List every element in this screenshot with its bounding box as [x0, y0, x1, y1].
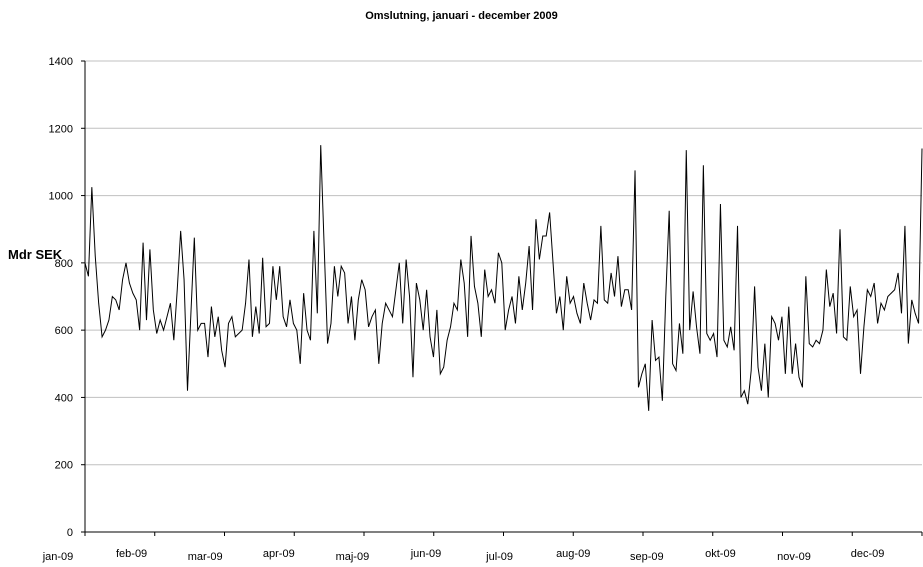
x-tick-label: dec-09 — [851, 548, 885, 560]
x-tick-label: mar-09 — [188, 551, 223, 563]
x-tick-label: sep-09 — [630, 551, 664, 563]
x-tick-label: nov-09 — [777, 551, 811, 563]
x-ticks: jan-09 feb-09 mar-09 apr-09 maj-09 jun-09 jul-… — [42, 532, 923, 563]
x-tick-label: okt-09 — [705, 548, 736, 560]
y-tick-label: 1000 — [49, 191, 73, 203]
x-tick-label: jul-09 — [485, 551, 513, 563]
x-tick-label: jan-09 — [42, 551, 74, 563]
chart-title: Omslutning, januari - december 2009 — [365, 10, 558, 22]
y-axis-label: Mdr SEK — [8, 247, 63, 262]
y-tick-label: 800 — [55, 258, 73, 270]
y-tick-label: 0 — [67, 527, 73, 539]
x-tick-label: apr-09 — [263, 548, 295, 560]
x-tick-label: jun-09 — [410, 548, 442, 560]
series-line — [84, 145, 923, 411]
x-tick-label: feb-09 — [116, 548, 147, 560]
y-ticks: 0 200 400 600 800 1000 1200 1400 — [49, 56, 85, 539]
gridlines — [85, 60, 922, 466]
x-tick-label: aug-09 — [556, 548, 590, 560]
y-tick-label: 400 — [55, 392, 73, 404]
y-tick-label: 600 — [55, 325, 73, 337]
x-tick-label: maj-09 — [336, 551, 370, 563]
y-tick-label: 1400 — [49, 56, 73, 68]
y-tick-label: 200 — [55, 460, 73, 472]
y-tick-label: 1200 — [49, 123, 73, 135]
